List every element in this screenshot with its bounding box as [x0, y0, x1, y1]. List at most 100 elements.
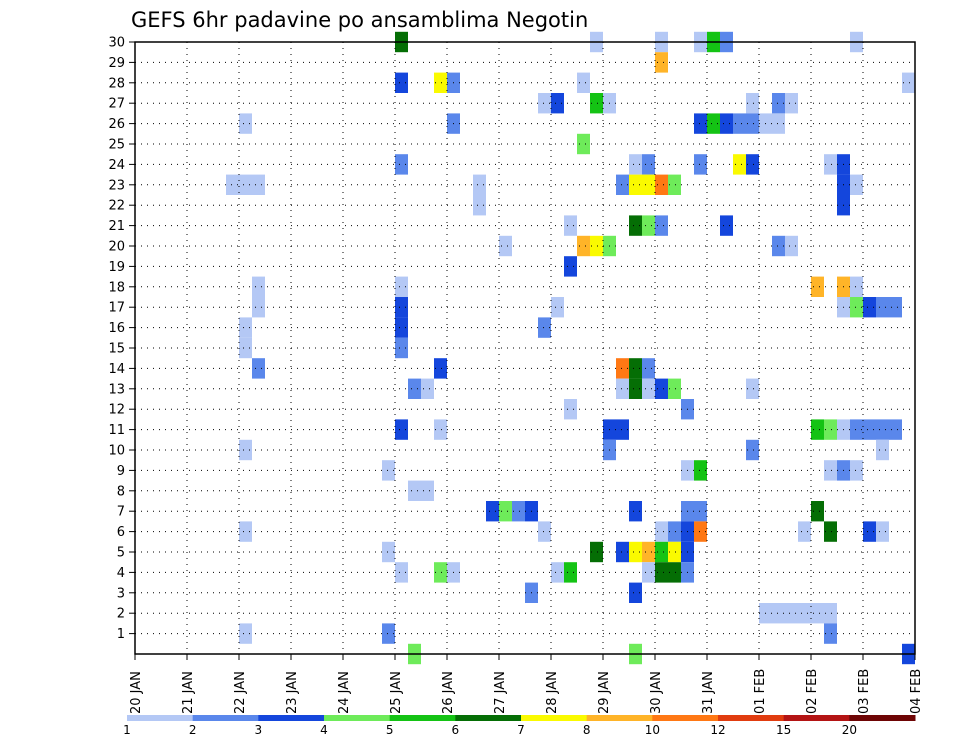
y-tick-label: 11 — [108, 423, 125, 438]
colorbar-swatch — [258, 715, 325, 721]
colorbar-swatch — [324, 715, 391, 721]
data-cell — [408, 378, 421, 399]
data-cell — [421, 480, 434, 501]
colorbar-swatch — [849, 715, 916, 721]
y-tick-label: 15 — [108, 342, 125, 357]
data-cell — [798, 603, 811, 624]
data-cell — [746, 154, 759, 175]
data-cell — [434, 358, 447, 379]
data-cell — [239, 521, 252, 542]
x-tick-label: 31 JAN — [701, 671, 716, 714]
y-tick-label: 8 — [117, 484, 125, 499]
data-cell — [395, 276, 408, 297]
data-cell — [850, 276, 863, 297]
data-cell — [564, 562, 577, 583]
data-cell — [564, 399, 577, 420]
y-tick-label: 16 — [108, 321, 125, 336]
data-cell — [564, 215, 577, 236]
colorbar-swatch — [389, 715, 456, 721]
data-cell — [707, 113, 720, 134]
y-tick-label: 4 — [117, 566, 125, 581]
data-cell — [629, 174, 642, 195]
data-cell — [252, 358, 265, 379]
data-cell — [824, 623, 837, 644]
x-axis-ticks: 20 JAN 21 JAN 22 JAN 23 JAN 24 JAN 25 JAN 26 J… — [129, 654, 924, 714]
x-tick-label: 20 JAN — [129, 671, 144, 714]
data-cell — [733, 113, 746, 134]
data-cell — [850, 460, 863, 481]
data-cell — [252, 297, 265, 318]
data-cell — [772, 113, 785, 134]
data-cell — [668, 378, 681, 399]
data-cell — [850, 419, 863, 440]
data-cell — [395, 419, 408, 440]
data-cell — [655, 52, 668, 73]
data-cell — [616, 174, 629, 195]
data-cell — [395, 317, 408, 338]
data-cell — [551, 562, 564, 583]
data-cell — [395, 562, 408, 583]
data-cell — [889, 297, 902, 318]
colorbar-swatch — [783, 715, 850, 721]
y-tick-label: 2 — [117, 607, 125, 622]
data-cell — [642, 358, 655, 379]
data-cell — [577, 133, 590, 155]
data-cell — [616, 378, 629, 399]
data-cell — [863, 419, 876, 440]
data-cell — [889, 419, 902, 440]
data-cell — [382, 460, 395, 481]
data-cell — [720, 113, 733, 134]
colorbar-label: 20 — [842, 723, 857, 737]
data-cell — [499, 235, 512, 257]
colorbar: 1 2 3 4 5 6 7 8 10 12 15 20 — [123, 715, 916, 737]
data-cell — [408, 480, 421, 501]
data-cell — [902, 72, 915, 93]
y-axis-ticks: 1234567891011121314151617181920212223242… — [108, 36, 135, 642]
colorbar-label: 2 — [189, 723, 197, 737]
data-cell — [382, 541, 395, 563]
y-tick-label: 21 — [108, 219, 125, 234]
data-cell — [629, 154, 642, 175]
data-cell — [434, 562, 447, 583]
y-tick-label: 5 — [117, 546, 125, 561]
x-tick-label: 25 JAN — [389, 671, 404, 714]
data-cell — [590, 235, 603, 257]
data-cell — [655, 541, 668, 563]
data-cell — [642, 378, 655, 399]
data-cell — [811, 501, 824, 522]
x-tick-label: 22 JAN — [233, 671, 248, 714]
x-tick-label: 30 JAN — [649, 671, 664, 714]
data-cell — [239, 623, 252, 644]
data-cell — [590, 93, 603, 114]
data-cell — [486, 501, 499, 522]
y-tick-label: 20 — [108, 240, 125, 255]
data-cell — [785, 235, 798, 257]
x-tick-label: 04 FEB — [909, 669, 924, 714]
colorbar-label: 7 — [517, 723, 525, 737]
data-cell — [785, 603, 798, 624]
data-cell — [512, 501, 525, 522]
x-tick-label: 03 FEB — [857, 669, 872, 714]
data-cell — [629, 582, 642, 603]
colorbar-swatch — [127, 715, 194, 721]
data-cell — [811, 419, 824, 440]
y-tick-label: 13 — [108, 382, 125, 397]
data-cell — [538, 93, 551, 114]
y-tick-label: 27 — [108, 97, 125, 112]
data-cell — [694, 501, 707, 522]
x-tick-label: 26 JAN — [441, 671, 456, 714]
x-tick-label: 28 JAN — [545, 671, 560, 714]
y-tick-label: 3 — [117, 586, 125, 601]
y-tick-label: 28 — [108, 76, 125, 91]
data-cell — [616, 358, 629, 379]
data-cell — [473, 195, 486, 216]
y-tick-label: 18 — [108, 280, 125, 295]
data-cell — [577, 72, 590, 93]
data-cell — [642, 215, 655, 236]
data-cell — [876, 521, 889, 542]
y-tick-label: 29 — [108, 56, 125, 71]
x-tick-label: 27 JAN — [493, 671, 508, 714]
data-cell — [668, 174, 681, 195]
data-cell — [733, 154, 746, 175]
data-cell — [876, 439, 889, 461]
